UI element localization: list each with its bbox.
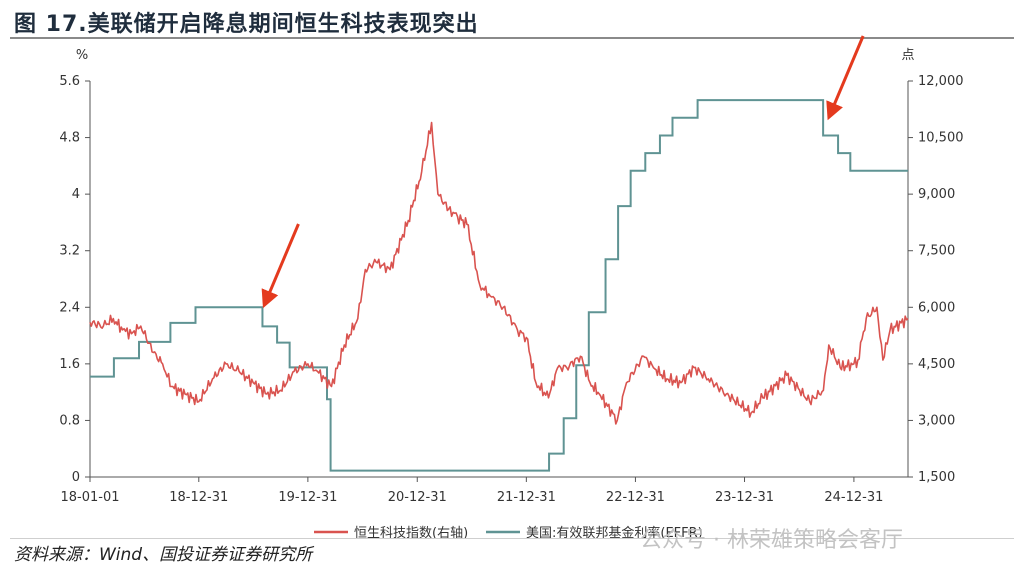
legend-label-effr: 美国:有效联邦基金利率(EFFR) [526,525,703,541]
left-tick-label: 4 [72,187,80,202]
title-divider [10,37,1014,39]
annotation-arrow [261,223,300,309]
left-tick-label: 0.8 [59,413,80,428]
right-axis-unit: 点 [901,48,914,63]
legend: 恒生科技指数(右轴) 美国:有效联邦基金利率(EFFR) [314,525,703,541]
series-hstech-line [89,121,909,425]
x-tick-label: 24-12-31 [824,490,883,505]
left-tick-label: 0 [72,470,80,485]
x-tick-label: 20-12-31 [388,490,447,505]
right-tick-label: 6,000 [918,300,955,315]
x-tick-label: 22-12-31 [606,490,665,505]
x-tick-label: 18-12-31 [169,490,228,505]
right-tick-label: 4,500 [918,357,955,372]
legend-label-hstech: 恒生科技指数(右轴) [354,526,468,541]
left-tick-label: 4.8 [59,131,80,146]
series-effr-line [90,99,908,472]
series-layer [89,99,909,472]
right-tick-label: 9,000 [918,187,955,202]
left-tick-label: 3.2 [59,244,80,259]
right-tick-label: 1,500 [918,470,955,485]
left-axis-unit: % [76,48,88,63]
x-tick-label: 19-12-31 [278,490,337,505]
x-tick-label: 18-01-01 [60,490,119,505]
source-divider [10,538,1014,539]
x-tick-label: 21-12-31 [497,490,556,505]
chart-title: 图 17.美联储开启降息期间恒生科技表现突出 [14,12,479,37]
left-tick-label: 1.6 [59,357,80,372]
watermark: 公众号 · 林荣雄策略会客厅 [640,528,903,553]
axes-layer: 0 0.8 1.6 2.4 3.2 4 4.8 5.6 1,500 3,000 4,500 6,000… [59,48,963,505]
right-tick-label: 7,500 [918,244,955,259]
left-tick-label: 5.6 [59,74,80,89]
right-tick-label: 10,500 [918,131,964,146]
annotation-layer [261,35,865,309]
left-tick-label: 2.4 [59,300,80,315]
x-tick-label: 23-12-31 [715,490,774,505]
right-tick-label: 12,000 [918,74,964,89]
source-note: 资料来源：Wind、国投证券证券研究所 [14,545,313,565]
annotation-arrow [826,35,865,121]
right-tick-label: 3,000 [918,413,955,428]
